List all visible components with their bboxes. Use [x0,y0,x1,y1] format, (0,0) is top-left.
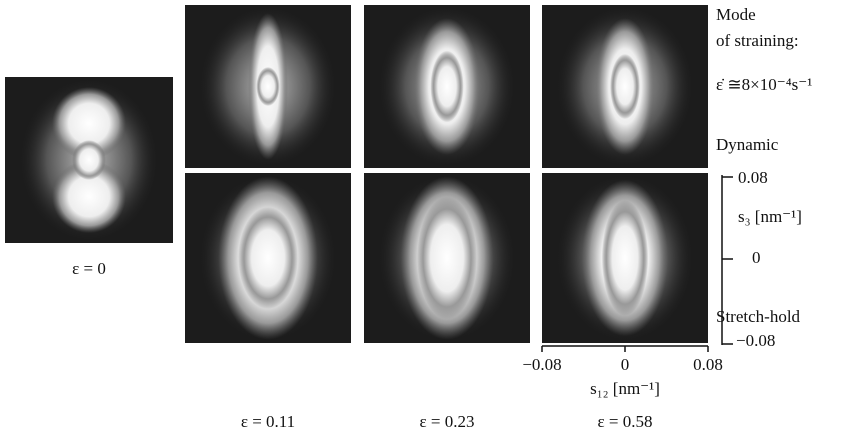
pattern-core [52,160,126,234]
strain-label: ε = 0.23 [420,412,475,431]
strain-label: ε = 0 [72,259,106,278]
pattern-core [72,140,106,180]
s12-label: s₁₂ [nm⁻¹] [590,379,660,398]
pattern-core [430,50,464,123]
s3-tick: 0 [752,248,761,267]
pattern-core [52,86,126,160]
scattering-patterns [5,5,708,343]
legend-mode: Mode [716,5,756,24]
legend-dynamic: Dynamic [716,135,779,154]
s12-tick: 0 [621,355,630,374]
s12-tick: −0.08 [522,355,561,374]
pattern-core [256,66,280,107]
s3-tick: −0.08 [736,331,775,350]
s12-tick: 0.08 [693,355,723,374]
strain-label: ε = 0.58 [598,412,653,431]
pattern-core [610,53,640,120]
legend-stretch-hold: Stretch-hold [716,307,801,326]
legend-rate: ε̇ ≅8×10⁻⁴s⁻¹ [716,75,812,94]
pattern-core [601,200,649,316]
pattern-core [238,207,298,309]
pattern-core [417,196,477,320]
s3-tick: 0.08 [738,168,768,187]
legend-of-straining: of straining: [716,31,799,50]
strain-label: ε = 0.11 [241,412,295,431]
s3-label: s₃ [nm⁻¹] [738,207,802,226]
